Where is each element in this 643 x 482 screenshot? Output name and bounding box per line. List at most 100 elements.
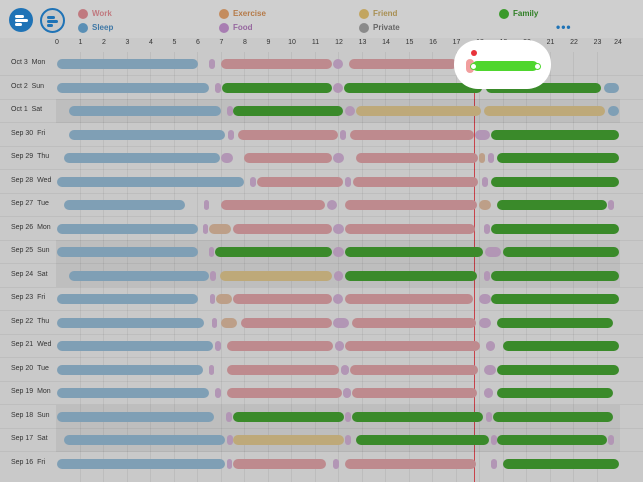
sleep-block[interactable] xyxy=(69,129,225,140)
family-block[interactable] xyxy=(493,411,613,422)
food-block[interactable] xyxy=(228,129,234,140)
family-block[interactable] xyxy=(497,153,619,163)
day-row[interactable]: Sep 27 Tue xyxy=(0,193,643,217)
food-block[interactable] xyxy=(343,388,351,398)
food-block[interactable] xyxy=(215,341,221,351)
food-block[interactable] xyxy=(484,270,490,281)
work-block[interactable] xyxy=(349,59,457,69)
family-block[interactable] xyxy=(497,435,607,445)
day-row[interactable]: Sep 18 Sun xyxy=(0,404,643,428)
day-row[interactable]: Sep 23 Fri xyxy=(0,287,643,311)
day-row[interactable]: Sep 20 Tue xyxy=(0,358,643,382)
food-block[interactable] xyxy=(333,294,343,304)
food-block[interactable] xyxy=(484,388,493,398)
work-block[interactable] xyxy=(238,129,338,140)
day-row[interactable]: Sep 26 Mon xyxy=(0,217,643,241)
family-block[interactable] xyxy=(491,223,619,234)
sleep-block[interactable] xyxy=(57,317,204,328)
food-block[interactable] xyxy=(333,223,344,234)
work-block[interactable] xyxy=(345,458,476,469)
food-block[interactable] xyxy=(345,176,351,187)
day-row[interactable]: Oct 1 Sat xyxy=(0,99,643,123)
sleep-block[interactable] xyxy=(57,82,209,93)
family-block[interactable] xyxy=(491,129,619,140)
family-block[interactable] xyxy=(345,247,483,257)
family-block[interactable] xyxy=(497,317,613,328)
food-block[interactable] xyxy=(210,270,216,281)
food-block[interactable] xyxy=(484,364,496,375)
work-block[interactable] xyxy=(345,223,475,234)
family-block[interactable] xyxy=(215,247,332,257)
day-row[interactable]: Sep 22 Thu xyxy=(0,311,643,335)
work-block[interactable] xyxy=(227,388,342,398)
exercise-block[interactable] xyxy=(479,200,491,210)
food-block[interactable] xyxy=(488,153,494,163)
family-block[interactable] xyxy=(503,247,619,257)
sleep-block[interactable] xyxy=(64,153,220,163)
work-block[interactable] xyxy=(227,341,333,351)
day-row[interactable]: Sep 29 Thu xyxy=(0,146,643,170)
sleep-block[interactable] xyxy=(64,200,185,210)
day-row[interactable]: Sep 21 Wed xyxy=(0,334,643,358)
work-block[interactable] xyxy=(345,200,477,210)
food-block[interactable] xyxy=(212,317,217,328)
work-block[interactable] xyxy=(233,294,332,304)
work-block[interactable] xyxy=(350,129,474,140)
sleep-block[interactable] xyxy=(57,59,198,69)
sleep-block[interactable] xyxy=(57,176,244,187)
sleep-block[interactable] xyxy=(57,294,198,304)
food-block[interactable] xyxy=(333,59,343,69)
work-block[interactable] xyxy=(257,176,343,187)
food-block[interactable] xyxy=(333,458,339,469)
food-block[interactable] xyxy=(227,106,233,116)
day-row[interactable]: Sep 28 Wed xyxy=(0,170,643,194)
sleep-block[interactable] xyxy=(57,411,214,422)
food-block[interactable] xyxy=(491,458,497,469)
food-block[interactable] xyxy=(345,435,351,445)
food-block[interactable] xyxy=(327,200,337,210)
friend-block[interactable] xyxy=(233,435,344,445)
day-row[interactable]: Sep 25 Sun xyxy=(0,240,643,264)
food-block[interactable] xyxy=(486,341,495,351)
sleep-block[interactable] xyxy=(57,458,225,469)
work-block[interactable] xyxy=(241,317,332,328)
food-block[interactable] xyxy=(345,411,351,422)
food-block[interactable] xyxy=(475,129,490,140)
work-block[interactable] xyxy=(356,153,478,163)
food-block[interactable] xyxy=(491,435,497,445)
sleep-block[interactable] xyxy=(64,435,225,445)
food-block[interactable] xyxy=(334,270,343,281)
family-block[interactable] xyxy=(491,294,619,304)
family-block[interactable] xyxy=(344,82,482,93)
resize-handle-start[interactable] xyxy=(470,63,477,70)
family-block[interactable] xyxy=(503,341,619,351)
exercise-block[interactable] xyxy=(216,294,232,304)
family-block[interactable] xyxy=(497,200,607,210)
food-block[interactable] xyxy=(333,247,344,257)
work-block[interactable] xyxy=(233,458,326,469)
family-block[interactable] xyxy=(497,388,613,398)
family-block[interactable] xyxy=(345,270,477,281)
food-block[interactable] xyxy=(333,317,349,328)
sleep-block[interactable] xyxy=(69,106,221,116)
work-block[interactable] xyxy=(352,388,477,398)
food-block[interactable] xyxy=(340,129,346,140)
food-block[interactable] xyxy=(204,200,209,210)
day-row[interactable]: Sep 16 Fri xyxy=(0,452,643,476)
more-options-button[interactable]: ••• xyxy=(556,20,572,34)
sleep-block[interactable] xyxy=(57,364,203,375)
food-block[interactable] xyxy=(608,200,614,210)
food-block[interactable] xyxy=(482,176,488,187)
family-block[interactable] xyxy=(503,458,619,469)
sleep-block[interactable] xyxy=(57,341,213,351)
friend-block[interactable] xyxy=(484,106,605,116)
food-block[interactable] xyxy=(479,317,491,328)
family-block[interactable] xyxy=(233,106,343,116)
friend-block[interactable] xyxy=(220,270,332,281)
food-block[interactable] xyxy=(335,341,344,351)
sleep-block[interactable] xyxy=(608,106,619,116)
work-block[interactable] xyxy=(353,176,478,187)
food-block[interactable] xyxy=(484,223,490,234)
food-block[interactable] xyxy=(333,82,343,93)
timeline-view-button[interactable] xyxy=(9,8,33,32)
